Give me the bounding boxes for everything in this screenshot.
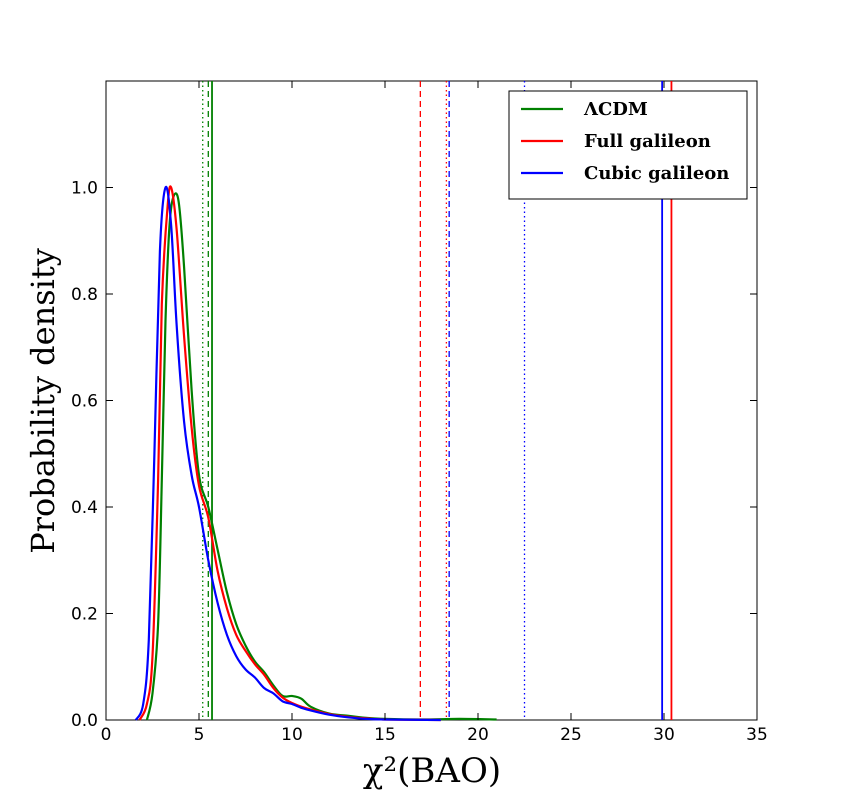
x-tick-label-2: 10 (281, 725, 303, 745)
series-line-cubic-galileon (134, 185, 441, 722)
y-tick-label-1: 0.2 (71, 605, 98, 625)
x-tick-label-0: 0 (101, 725, 112, 745)
y-tick-label-3: 0.6 (71, 392, 98, 412)
legend: ΛCDM Full galileon Cubic galileon (508, 90, 748, 200)
legend-label-0: ΛCDM (583, 99, 648, 120)
x-tick-label-6: 30 (653, 725, 675, 745)
y-tick-label-0: 0.0 (71, 711, 98, 731)
legend-label-1: Full galileon (584, 131, 711, 152)
x-tick-label-5: 25 (560, 725, 582, 745)
x-tick-label-1: 5 (194, 725, 205, 745)
y-tick-label-5: 1.0 (71, 179, 98, 199)
y-axis-title: Probability density (24, 248, 62, 554)
x-tick-labels: 0 5 10 15 20 25 30 35 (101, 725, 768, 745)
y-tick-label-4: 0.8 (71, 285, 98, 305)
axis-ticks (105, 81, 758, 721)
series-line-cdm (145, 192, 497, 721)
y-tick-labels: 0.0 0.2 0.4 0.6 0.8 1.0 (71, 179, 98, 732)
x-tick-label-3: 15 (374, 725, 396, 745)
x-tick-label-4: 20 (467, 725, 489, 745)
x-tick-label-7: 35 (746, 725, 768, 745)
series-layer (134, 185, 497, 722)
y-tick-label-2: 0.4 (71, 498, 98, 518)
legend-label-2: Cubic galileon (584, 163, 729, 184)
x-axis-title: χ²(BAO) (363, 751, 501, 791)
